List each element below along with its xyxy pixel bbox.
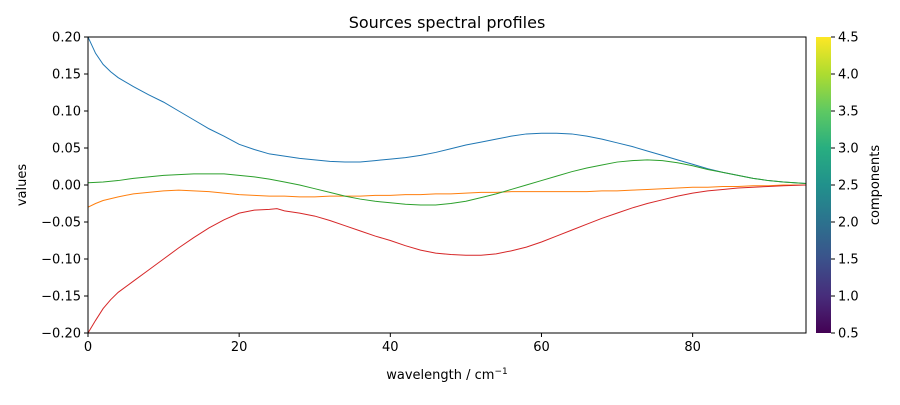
colorbar-tick-label: 1.0 [838,290,859,305]
colorbar-tick-label: 1.5 [838,253,859,268]
series-line-2 [88,184,806,208]
colorbar-label: components [868,145,883,226]
y-tick-label: −0.05 [41,216,81,231]
x-tick-label: 80 [684,340,701,355]
y-tick-label: −0.10 [41,253,81,268]
x-axis-title-superscript: −1 [494,367,507,377]
y-tick-label: 0.05 [52,142,81,157]
x-tick-label: 20 [231,340,248,355]
y-tick-label: 0.00 [52,179,81,194]
colorbar [816,37,831,333]
colorbar-tick-label: 3.0 [838,142,859,157]
colorbar-tick-label: 4.0 [838,68,859,83]
chart-title: Sources spectral profiles [349,13,546,32]
y-axis-title: values [15,164,30,207]
colorbar-axis: 0.5 1.0 1.5 2.0 2.5 3.0 3.5 4.0 4.5 [831,31,859,342]
colorbar-tick-label: 2.5 [838,179,859,194]
x-axis: 0 20 40 60 80 [84,333,701,355]
x-axis-title-main: wavelength / cm [386,368,494,383]
plot-frame [87,36,807,334]
series-line-4 [88,184,806,333]
x-axis-title: wavelength / cm−1 [386,367,507,383]
colorbar-tick-label: 4.5 [838,31,859,46]
y-tick-label: 0.15 [52,68,81,83]
y-tick-label: 0.10 [52,105,81,120]
colorbar-tick-label: 3.5 [838,105,859,120]
x-tick-label: 60 [533,340,550,355]
colorbar-tick-label: 0.5 [838,327,859,342]
x-tick-label: 0 [84,340,92,355]
y-tick-label: −0.20 [41,327,81,342]
series-layer [88,37,806,333]
y-tick-label: 0.20 [52,31,81,46]
series-line-1 [88,37,806,185]
y-axis: −0.20 −0.15 −0.10 −0.05 0.00 0.05 0.10 0.15 0.20 [41,31,88,342]
series-line-3 [88,159,806,206]
x-tick-label: 40 [382,340,399,355]
y-tick-label: −0.15 [41,290,81,305]
colorbar-tick-label: 2.0 [838,216,859,231]
